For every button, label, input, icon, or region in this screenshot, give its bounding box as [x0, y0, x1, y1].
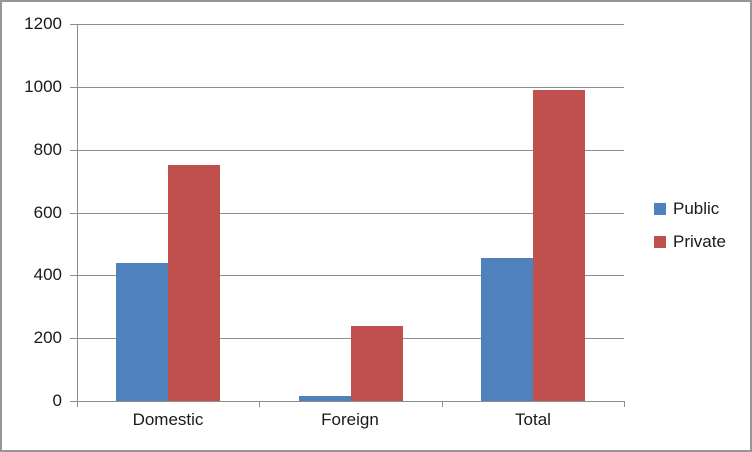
x-axis-tick — [442, 401, 443, 407]
y-tick-label: 200 — [33, 328, 62, 347]
legend-item-private: Private — [654, 231, 726, 253]
y-axis-tick — [70, 338, 77, 339]
y-tick-label: 1000 — [24, 77, 62, 96]
gridline — [77, 150, 624, 151]
category-label: Foreign — [321, 410, 379, 429]
y-axis-tick — [70, 24, 77, 25]
category-label: Total — [515, 410, 551, 429]
x-axis-tick — [624, 401, 625, 407]
bar-foreign-private — [351, 326, 403, 401]
bar-total-private — [533, 90, 585, 401]
y-axis-tick — [70, 401, 77, 402]
gridline — [77, 338, 624, 339]
y-axis-line — [77, 24, 78, 401]
bar-domestic-private — [168, 165, 220, 401]
legend-label: Public — [673, 199, 720, 218]
legend: Public Private — [654, 198, 726, 253]
y-axis-tick — [70, 150, 77, 151]
y-axis-tick — [70, 213, 77, 214]
y-tick-label: 0 — [52, 391, 62, 410]
gridline — [77, 213, 624, 214]
x-axis-tick — [259, 401, 260, 407]
y-axis-tick — [70, 275, 77, 276]
legend-swatch-icon — [654, 236, 666, 248]
gridline — [77, 275, 624, 276]
bar-total-public — [481, 258, 533, 401]
y-tick-label: 800 — [33, 140, 62, 159]
y-tick-label: 400 — [33, 265, 62, 284]
gridline — [77, 24, 624, 25]
x-axis-tick — [77, 401, 78, 407]
x-axis-line — [77, 401, 625, 402]
bar-domestic-public — [116, 263, 168, 401]
legend-label: Private — [673, 232, 726, 251]
legend-swatch-icon — [654, 203, 666, 215]
bar-foreign-public — [299, 396, 351, 401]
category-label: Domestic — [132, 410, 204, 429]
y-axis-tick — [70, 87, 77, 88]
y-tick-label: 1200 — [24, 14, 62, 33]
y-tick-label: 600 — [33, 203, 62, 222]
legend-item-public: Public — [654, 198, 726, 220]
gridline — [77, 87, 624, 88]
